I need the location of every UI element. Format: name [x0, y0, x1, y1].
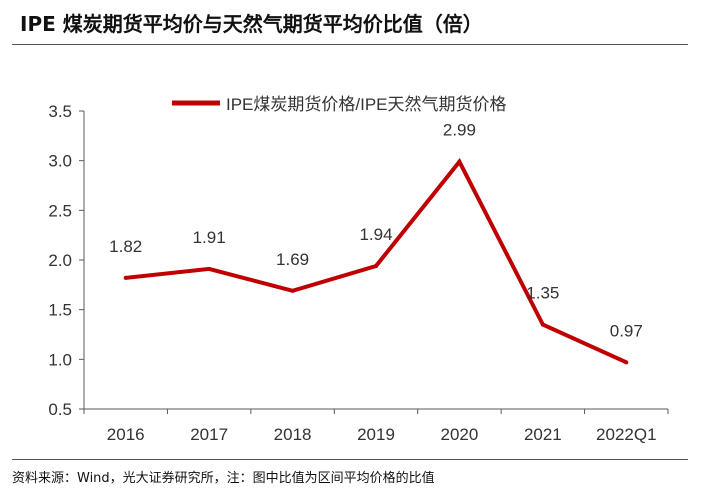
chart-title: IPE 煤炭期货平均价与天然气期货平均价比值（倍）	[20, 12, 483, 36]
x-tick-label: 2016	[107, 425, 145, 444]
y-tick-label: 1.0	[48, 350, 72, 369]
y-tick-label: 3.5	[48, 102, 72, 121]
y-tick-label: 2.5	[48, 201, 72, 220]
data-point	[374, 263, 378, 268]
data-point	[290, 288, 295, 293]
data-label: 0.97	[610, 321, 643, 340]
source-note: 资料来源：Wind，光大证券研究所，注：图中比值为区间平均价格的比值	[12, 471, 435, 486]
x-tick-label: 2022Q1	[596, 425, 657, 444]
data-label: 1.91	[193, 228, 226, 247]
x-tick-label: 2021	[524, 425, 562, 444]
legend-label: IPE煤炭期货价格/IPE天然气期货价格	[226, 95, 507, 114]
x-axis: 2016 2017 2018 2019 2020 2021 2022Q1	[83, 408, 669, 444]
data-point	[123, 275, 128, 280]
x-tick-label: 2017	[190, 425, 228, 444]
title-divider	[12, 44, 688, 45]
data-label: 1.35	[526, 284, 559, 303]
data-label: 2.99	[443, 121, 476, 140]
series-line	[125, 158, 628, 365]
y-axis: 0.5 1.0 1.5 2.0 2.5 3.0 3.5	[48, 102, 85, 419]
y-tick-label: 2.0	[48, 251, 72, 270]
series-group: 1.82 1.91 1.69 1.94 2.99 1.35 0.97	[109, 121, 643, 365]
y-tick-label: 0.5	[48, 400, 72, 419]
data-label: 1.69	[276, 250, 309, 269]
y-tick-label: 3.0	[48, 152, 72, 171]
legend: IPE煤炭期货价格/IPE天然气期货价格	[172, 95, 507, 114]
data-label: 1.82	[109, 237, 142, 256]
data-point	[624, 360, 629, 365]
x-tick-label: 2018	[274, 425, 312, 444]
x-tick-label: 2020	[441, 425, 479, 444]
data-point	[207, 266, 212, 271]
x-tick-label: 2019	[357, 425, 395, 444]
y-tick-label: 1.5	[48, 301, 72, 320]
data-label: 1.94	[359, 225, 392, 244]
data-point	[457, 159, 462, 164]
footer-divider	[12, 459, 688, 460]
data-point	[540, 322, 545, 327]
